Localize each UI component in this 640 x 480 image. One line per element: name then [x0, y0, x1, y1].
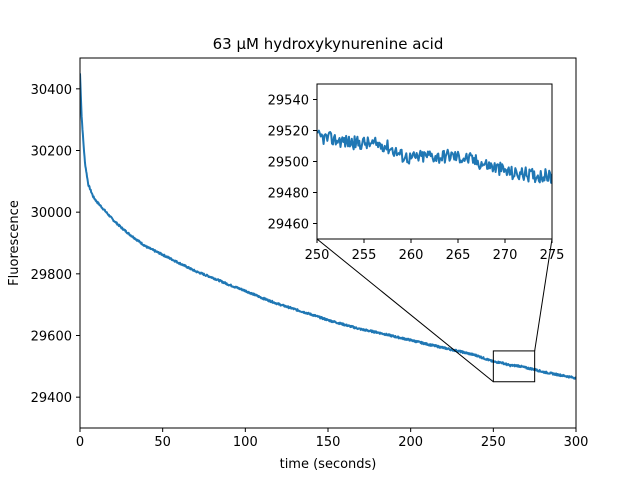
inset-y-tick-label: 29480 [268, 187, 309, 202]
x-tick-label: 50 [154, 435, 171, 450]
x-tick-label: 300 [564, 435, 589, 450]
x-tick-label: 0 [76, 435, 84, 450]
zoom-connector-right [534, 238, 553, 351]
zoom-region-box [492, 350, 536, 383]
inset-x-tick-label: 270 [493, 248, 518, 263]
main-axes: 0 50 100 150 200 250 300 29400 29600 29800 30000 3… [31, 57, 589, 450]
y-tick-label: 29600 [31, 330, 72, 345]
y-axis-label: Fluorescence [7, 200, 22, 286]
inset-y-tick-label: 29520 [268, 125, 309, 140]
inset-y-tick-label: 29460 [268, 218, 309, 233]
inset-x-tick-label: 260 [399, 248, 424, 263]
y-tick-label: 30200 [31, 145, 72, 160]
inset-y-ticks: 29460 29480 29500 29520 29540 [268, 94, 317, 233]
x-axis-label: time (seconds) [280, 457, 377, 472]
y-tick-label: 29400 [31, 391, 72, 406]
inset-series-line [317, 129, 552, 184]
x-tick-label: 250 [481, 435, 506, 450]
inset-x-tick-label: 250 [305, 248, 330, 263]
chart-title: 63 μM hydroxykynurenine acid [213, 35, 444, 53]
main-y-ticks: 29400 29600 29800 30000 30200 30400 [31, 83, 80, 406]
y-tick-label: 30400 [31, 83, 72, 98]
inset-x-tick-label: 275 [540, 248, 565, 263]
x-tick-label: 100 [233, 435, 258, 450]
zoom-connector-left [316, 238, 494, 383]
inset-plot-area [317, 129, 552, 184]
y-tick-label: 29800 [31, 268, 72, 283]
inset-x-ticks: 250 255 260 265 270 275 [305, 239, 565, 263]
inset-y-tick-label: 29500 [268, 156, 309, 171]
inset-x-tick-label: 255 [352, 248, 377, 263]
main-x-ticks: 0 50 100 150 200 250 300 [76, 428, 589, 450]
inset-axes: 250 255 260 265 270 275 294602948029500295202… [268, 83, 565, 263]
zoom-connector-lines [316, 238, 553, 383]
x-tick-label: 200 [398, 435, 423, 450]
inset-y-tick-label: 29540 [268, 94, 309, 109]
y-tick-label: 30000 [31, 206, 72, 221]
inset-x-tick-label: 265 [446, 248, 471, 263]
x-tick-label: 150 [316, 435, 341, 450]
